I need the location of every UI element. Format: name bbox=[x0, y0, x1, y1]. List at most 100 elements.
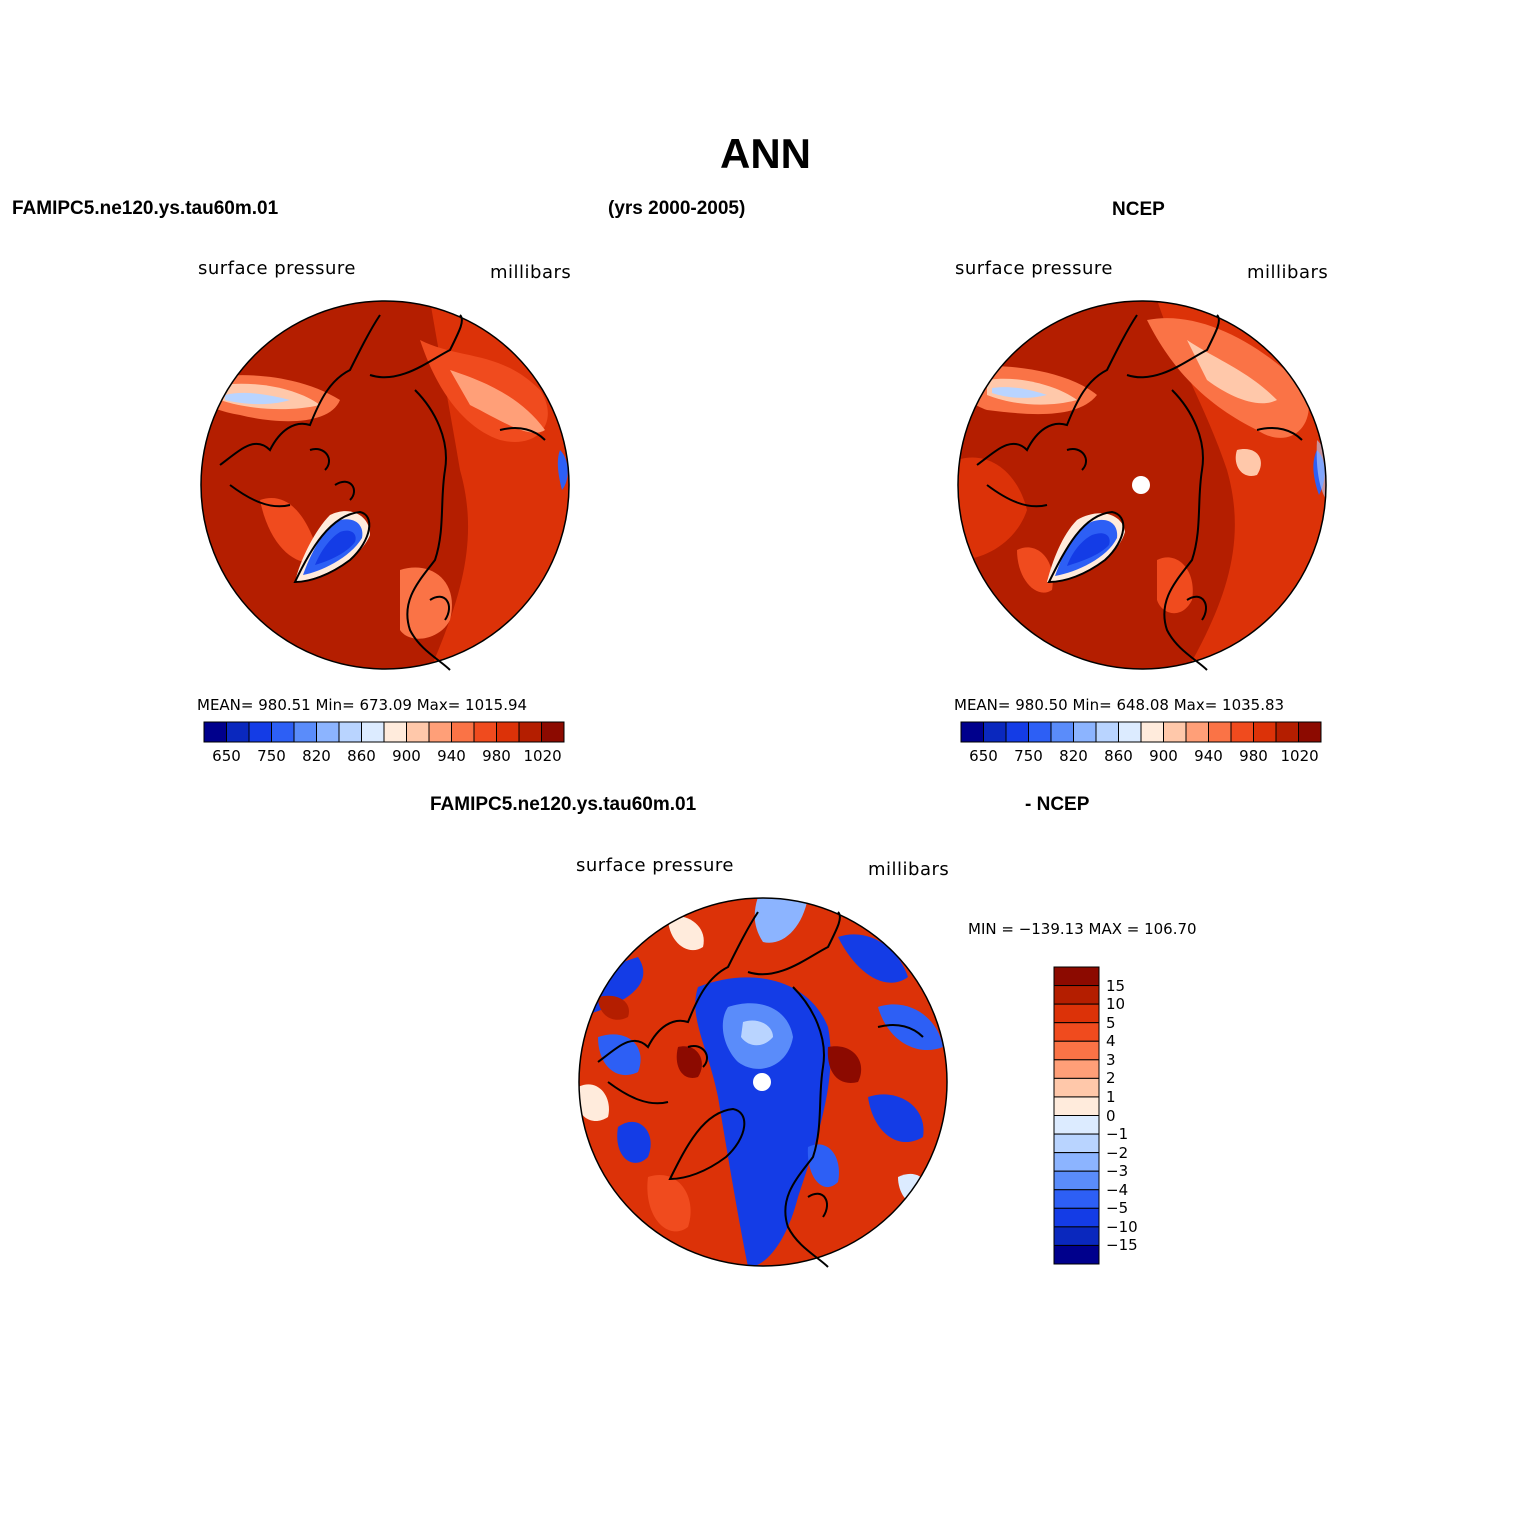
diff-ref-name: - NCEP bbox=[1025, 794, 1090, 815]
colorbar-tick-label: −1 bbox=[1106, 1125, 1129, 1144]
colorbar-box bbox=[1053, 966, 1100, 987]
colorbar-tick-label: 4 bbox=[1106, 1032, 1116, 1051]
colorbar-box bbox=[541, 721, 565, 743]
colorbar-box bbox=[1053, 1189, 1100, 1209]
colorbar-tick-label: 860 bbox=[1104, 747, 1133, 765]
colorbar-box bbox=[983, 721, 1007, 743]
colorbar-box bbox=[1073, 721, 1097, 743]
colorbar-tick-label: 5 bbox=[1106, 1013, 1116, 1032]
colorbar-tick-label: −15 bbox=[1106, 1236, 1138, 1255]
colorbar-box bbox=[1005, 721, 1029, 743]
colorbar-tick-label: 0 bbox=[1106, 1106, 1116, 1125]
colorbar-box bbox=[293, 721, 317, 743]
colorbar-box bbox=[1053, 1003, 1100, 1024]
colorbar-tick-label: −2 bbox=[1106, 1143, 1129, 1162]
colorbar-box bbox=[1053, 1096, 1100, 1116]
colorbar-box bbox=[1053, 1244, 1100, 1265]
colorbar-box bbox=[451, 721, 475, 743]
diff-polar-map bbox=[578, 897, 948, 1268]
obs-units-label: millibars bbox=[1247, 262, 1329, 283]
colorbar-tick-label: 10 bbox=[1106, 995, 1126, 1014]
colorbar-tick-label: −4 bbox=[1106, 1180, 1129, 1199]
colorbar-box bbox=[428, 721, 452, 743]
obs-polar-map bbox=[957, 300, 1327, 671]
colorbar-box bbox=[518, 721, 542, 743]
colorbar-box bbox=[960, 721, 984, 743]
colorbar-box bbox=[406, 721, 430, 743]
colorbar-box bbox=[316, 721, 340, 743]
colorbar-tick-label: 3 bbox=[1106, 1050, 1116, 1069]
colorbar-box bbox=[203, 721, 227, 743]
colorbar-tick-label: 2 bbox=[1106, 1069, 1116, 1088]
colorbar-tick-label: 820 bbox=[1059, 747, 1088, 765]
colorbar-box bbox=[361, 721, 385, 743]
colorbar-tick-label: 1 bbox=[1106, 1087, 1116, 1106]
colorbar-box bbox=[1208, 721, 1232, 743]
colorbar-box bbox=[1053, 1115, 1100, 1135]
colorbar-box bbox=[1053, 1133, 1100, 1154]
colorbar-box bbox=[1053, 1226, 1100, 1246]
colorbar-tick-label: 750 bbox=[257, 747, 286, 765]
colorbar-tick-label: 1020 bbox=[1280, 747, 1319, 765]
colorbar-tick-label: 1020 bbox=[523, 747, 562, 765]
colorbar-box bbox=[1253, 721, 1277, 743]
colorbar-tick-label: 980 bbox=[1239, 747, 1268, 765]
colorbar-box bbox=[1053, 1170, 1100, 1191]
colorbar-box bbox=[496, 721, 520, 743]
colorbar-box bbox=[1118, 721, 1142, 743]
colorbar-tick-label: −10 bbox=[1106, 1217, 1138, 1236]
colorbar-box bbox=[271, 721, 295, 743]
colorbar-tick-label: 900 bbox=[392, 747, 421, 765]
colorbar-box bbox=[1185, 721, 1209, 743]
colorbar-box bbox=[1275, 721, 1299, 743]
obs-stats: MEAN= 980.50 Min= 648.08 Max= 1035.83 bbox=[954, 696, 1285, 714]
model-variable-label: surface pressure bbox=[198, 258, 356, 279]
model-colorbar bbox=[203, 721, 565, 743]
colorbar-tick-label: 820 bbox=[302, 747, 331, 765]
obs-variable-label: surface pressure bbox=[955, 258, 1113, 279]
model-stats: MEAN= 980.51 Min= 673.09 Max= 1015.94 bbox=[197, 696, 528, 714]
model-units-label: millibars bbox=[490, 262, 572, 283]
diff-stats: MIN = −139.13 MAX = 106.70 bbox=[968, 920, 1197, 938]
case-name: FAMIPC5.ne120.ys.tau60m.01 bbox=[12, 198, 279, 219]
colorbar-box bbox=[1053, 1022, 1100, 1042]
model-polar-map bbox=[200, 300, 570, 671]
colorbar-tick-label: 900 bbox=[1149, 747, 1178, 765]
colorbar-tick-label: 15 bbox=[1106, 976, 1126, 995]
colorbar-box bbox=[473, 721, 497, 743]
colorbar-box bbox=[383, 721, 407, 743]
colorbar-box bbox=[1053, 1207, 1100, 1228]
colorbar-box bbox=[1163, 721, 1187, 743]
obs-colorbar bbox=[960, 721, 1322, 743]
diff-units-label: millibars bbox=[868, 859, 950, 880]
colorbar-box bbox=[338, 721, 362, 743]
colorbar-box bbox=[1053, 1152, 1100, 1172]
diff-case-name: FAMIPC5.ne120.ys.tau60m.01 bbox=[430, 794, 697, 815]
colorbar-box bbox=[1050, 721, 1074, 743]
diff-variable-label: surface pressure bbox=[576, 855, 734, 876]
colorbar-tick-label: 980 bbox=[482, 747, 511, 765]
colorbar-tick-label: −5 bbox=[1106, 1199, 1129, 1218]
colorbar-box bbox=[1230, 721, 1254, 743]
page-title: ANN bbox=[720, 130, 811, 177]
colorbar-box bbox=[248, 721, 272, 743]
years-label: (yrs 2000-2005) bbox=[608, 198, 746, 219]
colorbar-tick-label: 650 bbox=[212, 747, 241, 765]
colorbar-box bbox=[1298, 721, 1322, 743]
colorbar-box bbox=[1028, 721, 1052, 743]
colorbar-box bbox=[226, 721, 250, 743]
colorbar-box bbox=[1053, 985, 1100, 1005]
colorbar-tick-label: 940 bbox=[437, 747, 466, 765]
colorbar-tick-label: 940 bbox=[1194, 747, 1223, 765]
diff-colorbar bbox=[1053, 966, 1100, 1265]
colorbar-tick-label: 750 bbox=[1014, 747, 1043, 765]
colorbar-box bbox=[1095, 721, 1119, 743]
ref-name: NCEP bbox=[1112, 199, 1165, 220]
colorbar-box bbox=[1053, 1077, 1100, 1098]
colorbar-box bbox=[1053, 1040, 1100, 1061]
colorbar-box bbox=[1053, 1059, 1100, 1079]
colorbar-tick-label: −3 bbox=[1106, 1162, 1129, 1181]
colorbar-box bbox=[1140, 721, 1164, 743]
colorbar-tick-label: 650 bbox=[969, 747, 998, 765]
colorbar-tick-label: 860 bbox=[347, 747, 376, 765]
